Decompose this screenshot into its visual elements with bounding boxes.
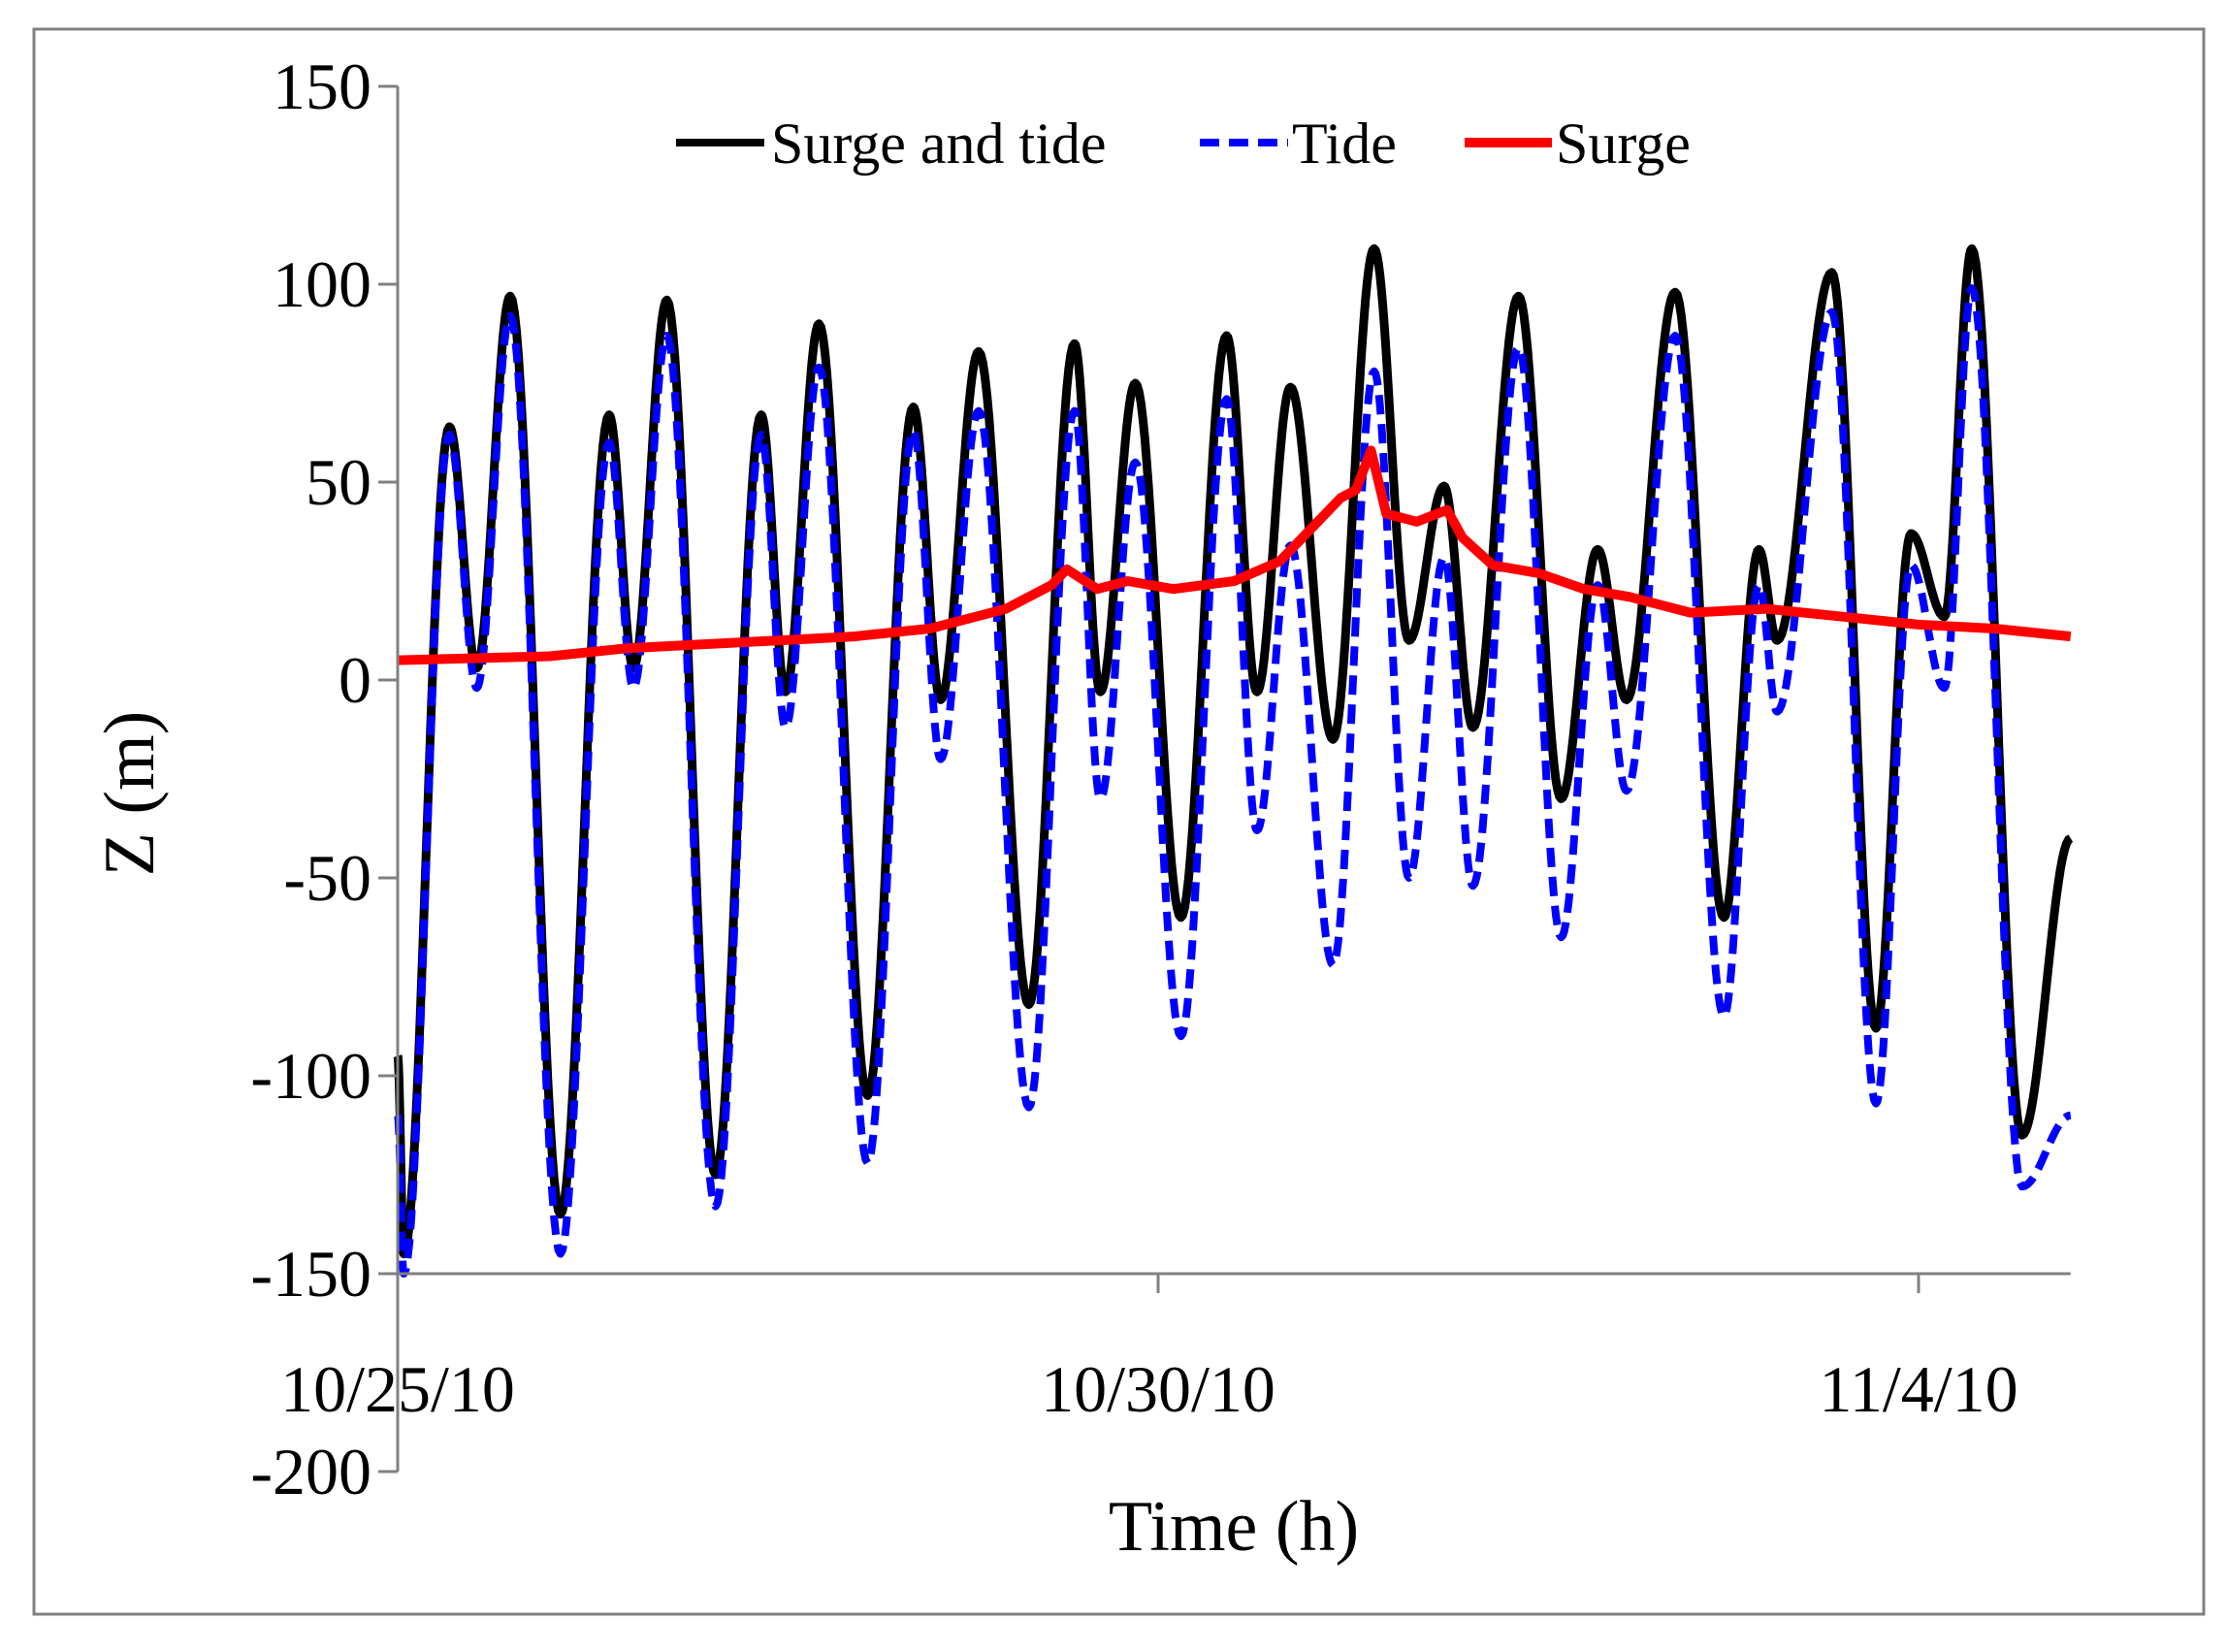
y-tick-label: 0 [339,643,371,717]
legend-label-surge: Surge [1556,112,1691,176]
y-tick-label: 100 [273,247,371,321]
ticks-layer: 150 100 50 0 -50 -100 -150 -200 10/25/10 10/30/10… [250,49,2017,1508]
x-tick-label: 10/30/10 [1041,1352,1275,1426]
y-tick-label: -100 [250,1039,371,1113]
y-tick-label: -150 [250,1237,371,1311]
legend-label-surge-and-tide: Surge and tide [771,112,1107,176]
chart-border [32,27,2206,1616]
x-tick-label: 11/4/10 [1819,1352,2017,1426]
y-tick-label: 150 [273,49,371,123]
legend-label-tide: Tide [1292,112,1397,176]
axes-layer [396,86,2071,1472]
y-axis-title: Z (m) [90,711,170,877]
x-tick-label: 10/25/10 [280,1352,515,1426]
y-tick-label: -50 [283,841,371,915]
y-tick-label: 50 [306,445,371,519]
y-tick-label: -200 [250,1435,371,1508]
series-line-tide [394,284,2073,1278]
series-line-surge-and-tide [393,243,2074,1259]
legend: Surge and tide Tide Surge [676,112,1691,176]
series-layer [393,243,2074,1278]
x-axis-title: Time (h) [1109,1487,1359,1567]
series-line-surge [397,445,2072,665]
